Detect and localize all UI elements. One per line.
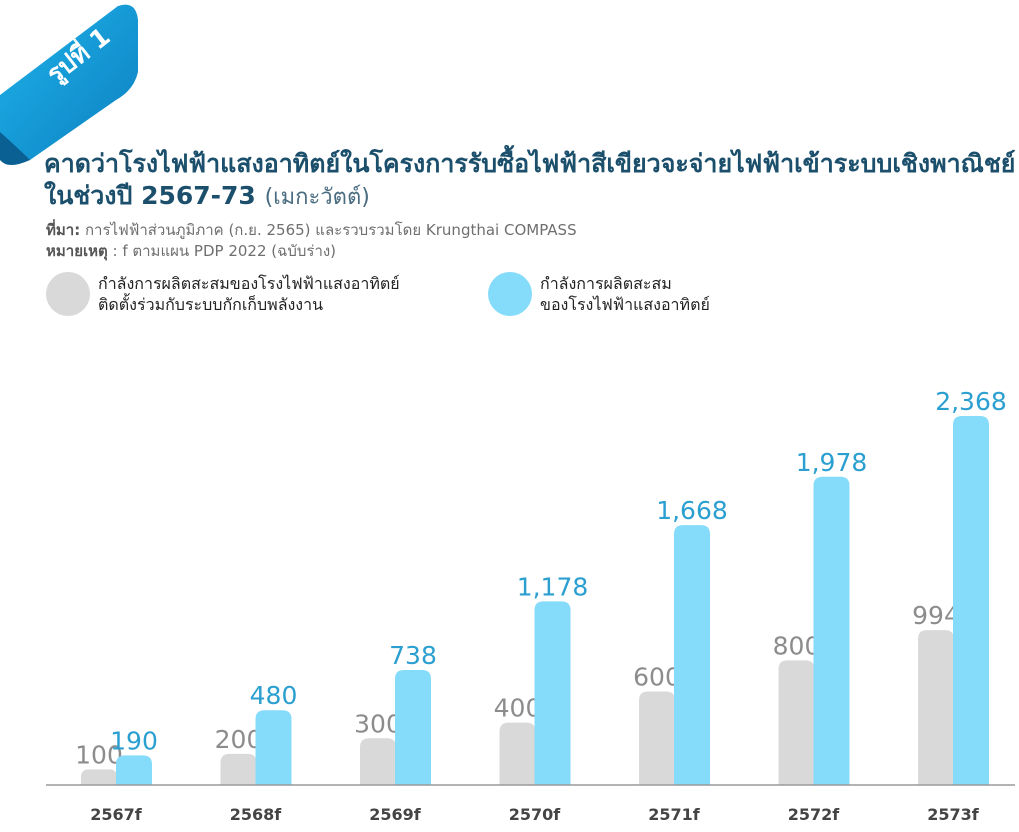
bar-storage-2568f — [220, 753, 257, 785]
x-tick-2570f: 2570f — [509, 805, 562, 824]
legend-label-solar: กำลังการผลิตสะสม ของโรงไฟฟ้าแสงอาทิตย์ — [540, 273, 710, 315]
x-tick-2569f: 2569f — [369, 805, 422, 824]
bar-solar-2570f — [534, 601, 571, 785]
x-tick-2572f: 2572f — [788, 805, 841, 824]
chart-title: คาดว่าโรงไฟฟ้าแสงอาทิตย์ในโครงการรับซื้อ… — [44, 148, 1016, 214]
value-label-solar-2569f: 738 — [389, 641, 437, 670]
legend-label-line-2: ของโรงไฟฟ้าแสงอาทิตย์ — [540, 295, 710, 314]
note-line: หมายเหตุ : f ตามแผน PDP 2022 (ฉบับร่าง) — [46, 241, 577, 262]
value-label-storage-2568f: 200 — [215, 725, 263, 754]
x-tick-2573f: 2573f — [927, 805, 980, 824]
bar-storage-2571f — [639, 691, 675, 785]
title-years: ในช่วงปี 2567-73 — [44, 181, 256, 210]
note-label: หมายเหตุ — [46, 242, 108, 260]
bar-solar-2571f — [674, 525, 710, 785]
bar-solar-2569f — [395, 669, 431, 785]
source-label: ที่มา: — [46, 221, 81, 239]
value-label-solar-2570f: 1,178 — [517, 572, 589, 601]
legend-swatch-blue — [488, 272, 532, 316]
value-label-storage-2572f: 800 — [773, 631, 821, 660]
x-tick-2571f: 2571f — [648, 805, 701, 824]
legend-label-line-2: ติดตั้งร่วมกับระบบกักเก็บพลังงาน — [98, 295, 324, 314]
value-label-solar-2572f: 1,978 — [796, 448, 868, 477]
x-tick-2567f: 2567f — [90, 805, 143, 824]
title-line-2: ในช่วงปี 2567-73 (เมกะวัตต์) — [44, 180, 1014, 214]
legend-label-line-1: กำลังการผลิตสะสมของโรงไฟฟ้าแสงอาทิตย์ — [98, 274, 400, 293]
figure-ribbon — [0, 4, 138, 165]
chart-meta: ที่มา: การไฟฟ้าส่วนภูมิภาค (ก.ย. 2565) แ… — [46, 220, 577, 262]
value-label-storage-2571f: 600 — [633, 663, 681, 692]
bar-storage-2573f — [918, 630, 954, 785]
source-line: ที่มา: การไฟฟ้าส่วนภูมิภาค (ก.ย. 2565) แ… — [46, 220, 577, 241]
title-unit: (เมกะวัตต์) — [264, 185, 370, 210]
source-text: การไฟฟ้าส่วนภูมิภาค (ก.ย. 2565) และรวบรว… — [80, 221, 577, 239]
bar-storage-2567f — [81, 769, 117, 785]
bar-storage-2569f — [360, 738, 396, 785]
value-label-storage-2569f: 300 — [354, 709, 402, 738]
note-text: : f ตามแผน PDP 2022 (ฉบับร่าง) — [107, 242, 337, 260]
bar-solar-2573f — [953, 416, 989, 785]
value-label-solar-2573f: 2,368 — [935, 387, 1007, 416]
legend-swatch-gray — [46, 272, 90, 316]
value-label-storage-2570f: 400 — [494, 694, 542, 723]
legend-item-solar: กำลังการผลิตสะสม ของโรงไฟฟ้าแสงอาทิตย์ — [488, 272, 710, 316]
value-label-solar-2567f: 190 — [110, 726, 158, 755]
legend-label-storage: กำลังการผลิตสะสมของโรงไฟฟ้าแสงอาทิตย์ ติ… — [98, 273, 400, 315]
bar-storage-2570f — [499, 722, 536, 785]
title-line-1: คาดว่าโรงไฟฟ้าแสงอาทิตย์ในโครงการรับซื้อ… — [44, 149, 1016, 178]
x-tick-2568f: 2568f — [230, 805, 283, 824]
value-label-solar-2571f: 1,668 — [656, 496, 728, 525]
legend-item-storage: กำลังการผลิตสะสมของโรงไฟฟ้าแสงอาทิตย์ ติ… — [46, 272, 400, 316]
bar-storage-2572f — [778, 660, 815, 785]
value-label-storage-2573f: 994 — [912, 601, 960, 630]
value-label-storage-2567f: 100 — [75, 740, 123, 769]
bar-solar-2568f — [255, 710, 292, 785]
bar-solar-2572f — [813, 476, 850, 785]
legend-label-line-1: กำลังการผลิตสะสม — [540, 274, 672, 293]
value-label-solar-2568f: 480 — [250, 681, 298, 710]
bar-solar-2567f — [116, 755, 152, 785]
